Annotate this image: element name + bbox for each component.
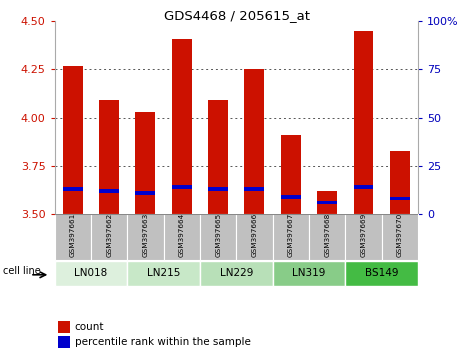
Bar <box>135 112 155 214</box>
Bar <box>135 191 155 195</box>
Bar <box>200 261 273 286</box>
Bar <box>353 185 373 189</box>
Text: GSM397670: GSM397670 <box>397 213 403 257</box>
Text: GSM397662: GSM397662 <box>106 213 112 257</box>
Text: GSM397663: GSM397663 <box>142 213 149 257</box>
Text: GSM397669: GSM397669 <box>361 213 367 257</box>
Bar <box>172 185 192 189</box>
Text: GSM397665: GSM397665 <box>215 213 221 257</box>
Bar <box>127 214 163 260</box>
Bar <box>63 65 83 214</box>
Bar <box>273 261 345 286</box>
Bar <box>281 135 301 214</box>
Bar <box>200 214 237 260</box>
Bar <box>345 261 418 286</box>
Text: LN018: LN018 <box>74 268 107 279</box>
Text: LN229: LN229 <box>219 268 253 279</box>
Text: GSM397668: GSM397668 <box>324 213 330 257</box>
Bar <box>245 69 265 214</box>
Bar <box>273 214 309 260</box>
Bar <box>163 214 200 260</box>
Bar <box>237 214 273 260</box>
Bar <box>99 100 119 214</box>
Bar <box>91 214 127 260</box>
Text: LN319: LN319 <box>292 268 326 279</box>
Bar <box>317 191 337 214</box>
Text: LN215: LN215 <box>147 268 180 279</box>
Text: GDS4468 / 205615_at: GDS4468 / 205615_at <box>164 9 311 22</box>
Bar <box>58 321 70 333</box>
Bar <box>390 197 410 200</box>
Text: GSM397664: GSM397664 <box>179 213 185 257</box>
Bar <box>172 39 192 214</box>
Bar <box>353 31 373 214</box>
Bar <box>208 100 228 214</box>
Text: GSM397666: GSM397666 <box>251 213 257 257</box>
Text: GSM397667: GSM397667 <box>288 213 294 257</box>
Bar <box>63 187 83 191</box>
Text: BS149: BS149 <box>365 268 399 279</box>
Bar <box>390 150 410 214</box>
Text: cell line: cell line <box>3 266 40 276</box>
Bar <box>245 187 265 191</box>
Text: GSM397661: GSM397661 <box>70 213 76 257</box>
Bar <box>345 214 381 260</box>
Bar <box>208 187 228 191</box>
Bar <box>309 214 345 260</box>
Bar <box>55 214 91 260</box>
Text: count: count <box>75 322 104 332</box>
Bar <box>58 336 70 348</box>
Bar <box>99 189 119 193</box>
Text: percentile rank within the sample: percentile rank within the sample <box>75 337 250 347</box>
Bar <box>55 261 127 286</box>
Bar <box>127 261 200 286</box>
Bar <box>317 201 337 204</box>
Bar <box>281 195 301 199</box>
Bar <box>381 214 418 260</box>
